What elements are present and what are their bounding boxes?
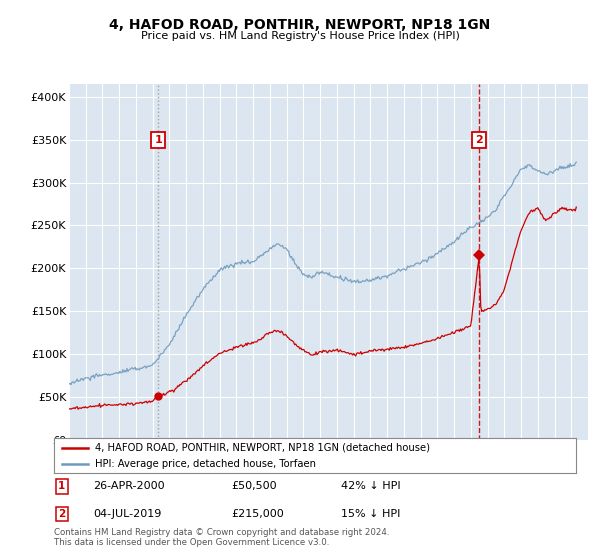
Text: £50,500: £50,500 [232, 481, 277, 491]
Text: Price paid vs. HM Land Registry's House Price Index (HPI): Price paid vs. HM Land Registry's House … [140, 31, 460, 41]
Text: 42% ↓ HPI: 42% ↓ HPI [341, 481, 401, 491]
Text: 1: 1 [154, 135, 162, 144]
Text: 2: 2 [475, 135, 483, 144]
Text: 04-JUL-2019: 04-JUL-2019 [93, 509, 161, 519]
Text: 4, HAFOD ROAD, PONTHIR, NEWPORT, NP18 1GN: 4, HAFOD ROAD, PONTHIR, NEWPORT, NP18 1G… [109, 18, 491, 32]
Text: 26-APR-2000: 26-APR-2000 [93, 481, 165, 491]
Text: £215,000: £215,000 [232, 509, 284, 519]
Text: HPI: Average price, detached house, Torfaen: HPI: Average price, detached house, Torf… [95, 459, 316, 469]
Text: Contains HM Land Registry data © Crown copyright and database right 2024.
This d: Contains HM Land Registry data © Crown c… [54, 528, 389, 547]
Text: 4, HAFOD ROAD, PONTHIR, NEWPORT, NP18 1GN (detached house): 4, HAFOD ROAD, PONTHIR, NEWPORT, NP18 1G… [95, 443, 430, 453]
Text: 15% ↓ HPI: 15% ↓ HPI [341, 509, 400, 519]
Text: 2: 2 [58, 509, 65, 519]
Text: 1: 1 [58, 481, 65, 491]
